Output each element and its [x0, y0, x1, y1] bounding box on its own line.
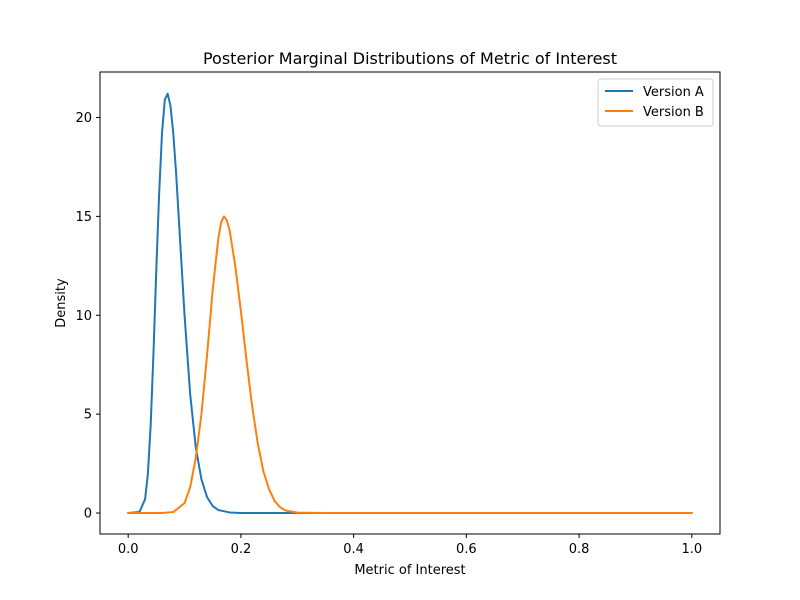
y-tick-label: 5 [84, 408, 92, 423]
legend: Version A Version B [597, 78, 714, 127]
x-tick-label: 0.2 [231, 542, 252, 557]
y-tick-label: 0 [84, 507, 92, 522]
series-line-version-b [127, 215, 693, 515]
x-tick-label: 0.4 [343, 542, 364, 557]
x-axis-label: Metric of Interest [354, 563, 465, 578]
y-axis-label: Density [54, 278, 69, 328]
legend-label-version-b: Version B [643, 105, 704, 120]
x-tick-label: 0.0 [118, 542, 139, 557]
y-tick-label: 10 [75, 309, 92, 324]
plot-area [100, 72, 720, 534]
x-tick-label: 0.6 [456, 542, 477, 557]
y-tick-label: 15 [75, 210, 92, 225]
x-axis-ticks: 0.0 0.2 0.4 0.6 0.8 1.0 [118, 534, 702, 557]
legend-label-version-a: Version A [643, 85, 704, 100]
x-tick-label: 1.0 [681, 542, 702, 557]
y-axis-ticks: 0 5 10 15 20 [75, 111, 100, 522]
chart-title: Posterior Marginal Distributions of Metr… [203, 49, 617, 68]
y-tick-label: 20 [75, 111, 92, 126]
x-tick-label: 0.8 [569, 542, 590, 557]
series-line-version-a [127, 92, 693, 515]
plot-frame [99, 71, 721, 535]
series-layer [127, 92, 693, 515]
